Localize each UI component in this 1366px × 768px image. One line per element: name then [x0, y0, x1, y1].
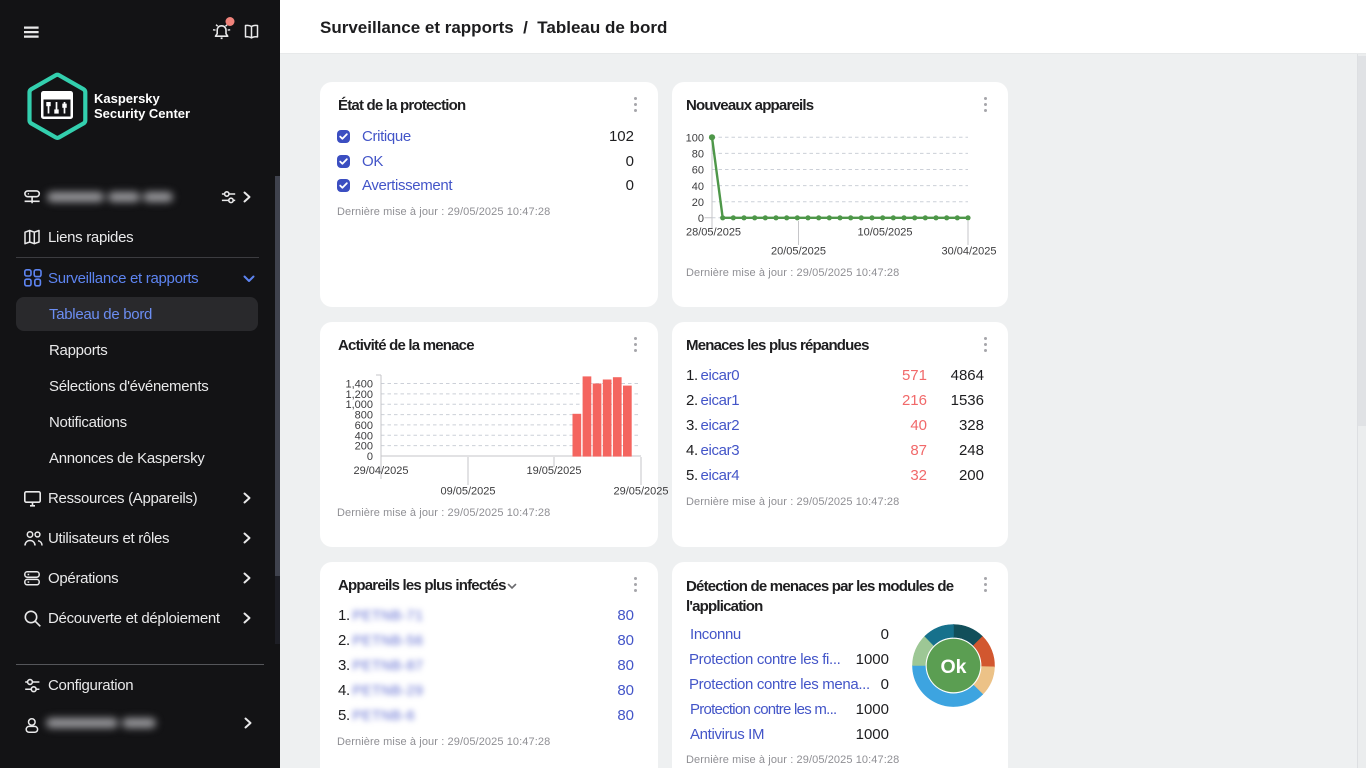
- svg-text:20/05/2025: 20/05/2025: [771, 246, 826, 258]
- svg-text:400: 400: [355, 430, 373, 442]
- svg-text:40: 40: [692, 181, 704, 193]
- svg-text:80: 80: [692, 149, 704, 161]
- svg-text:0: 0: [698, 213, 704, 225]
- svg-text:19/05/2025: 19/05/2025: [526, 465, 581, 477]
- svg-text:100: 100: [686, 133, 704, 145]
- svg-text:800: 800: [355, 410, 373, 422]
- svg-text:10/05/2025: 10/05/2025: [857, 226, 912, 238]
- svg-text:1,400: 1,400: [345, 379, 373, 391]
- svg-text:0: 0: [367, 451, 373, 463]
- svg-text:29/04/2025: 29/04/2025: [353, 465, 408, 477]
- svg-text:29/05/2025: 29/05/2025: [613, 485, 668, 497]
- svg-text:60: 60: [692, 165, 704, 177]
- svg-text:28/05/2025: 28/05/2025: [686, 226, 741, 238]
- svg-text:1,200: 1,200: [345, 389, 373, 401]
- svg-text:09/05/2025: 09/05/2025: [440, 485, 495, 497]
- svg-text:600: 600: [355, 420, 373, 432]
- svg-text:200: 200: [355, 441, 373, 453]
- svg-text:Ok: Ok: [940, 656, 966, 678]
- svg-text:1,000: 1,000: [345, 399, 373, 411]
- svg-text:20: 20: [692, 197, 704, 209]
- svg-text:30/04/2025: 30/04/2025: [941, 246, 996, 258]
